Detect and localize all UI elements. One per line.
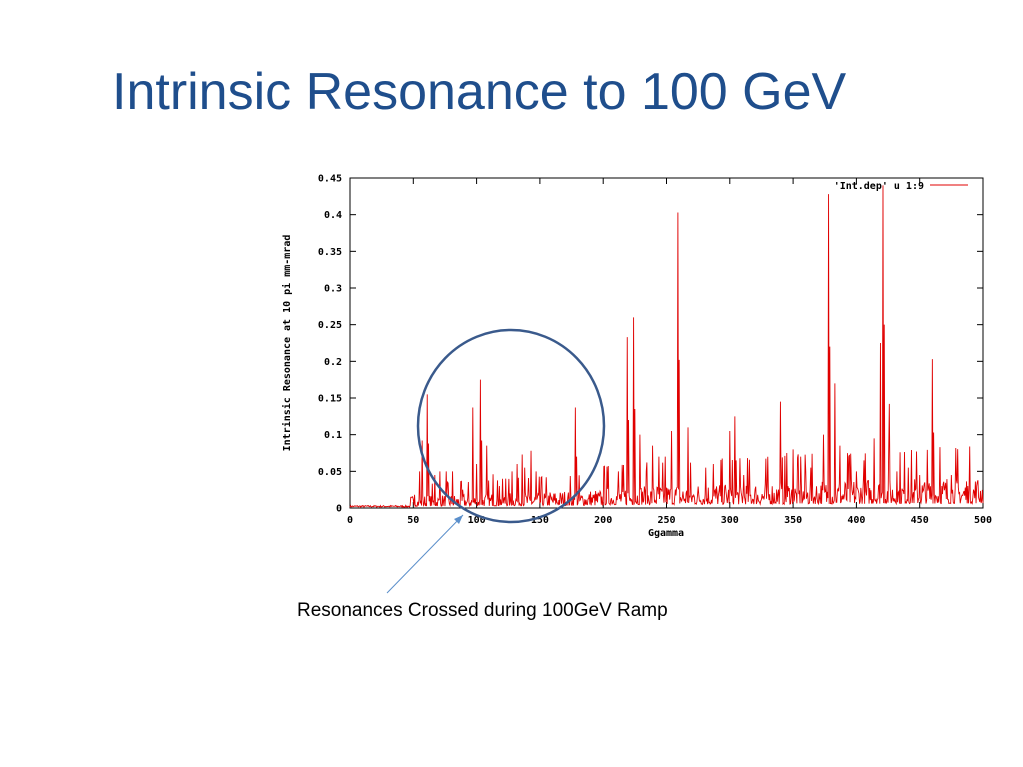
arrow-head — [454, 515, 463, 524]
y-tick-label: 0.15 — [318, 394, 342, 405]
y-axis-title: Intrinsic Resonance at 10 pi mm-mrad — [281, 235, 293, 452]
y-axis-ticks: 0 0.05 0.1 0.15 0.2 0.25 0.3 0.35 0.4 0.45 — [318, 174, 983, 515]
y-tick-label: 0.4 — [324, 210, 342, 221]
y-tick-label: 0.35 — [318, 247, 342, 258]
x-axis-title: Ggamma — [648, 528, 684, 539]
y-tick-label: 0.2 — [324, 357, 342, 368]
y-tick-label: 0.25 — [318, 320, 342, 331]
annotation-caption: Resonances Crossed during 100GeV Ramp — [297, 600, 668, 621]
x-tick-label: 300 — [721, 515, 739, 526]
legend: 'Int.dep' u 1:9 — [834, 181, 968, 192]
x-tick-label: 350 — [784, 515, 802, 526]
resonance-chart: 0 0.05 0.1 0.15 0.2 0.25 0.3 0.35 0.4 0.45 0 50 100… — [281, 174, 992, 540]
x-tick-label: 150 — [531, 515, 549, 526]
x-tick-label: 100 — [468, 515, 486, 526]
x-tick-label: 50 — [407, 515, 419, 526]
y-tick-label: 0.05 — [318, 467, 342, 478]
slide-title: Intrinsic Resonance to 100 GeV — [112, 63, 847, 121]
x-tick-label: 0 — [347, 515, 353, 526]
highlight-circle — [416, 328, 606, 524]
legend-label: 'Int.dep' u 1:9 — [834, 181, 924, 192]
x-tick-label: 450 — [911, 515, 929, 526]
y-tick-label: 0.1 — [324, 430, 342, 441]
y-tick-label: 0 — [336, 504, 342, 515]
pointer-arrow — [386, 514, 464, 594]
y-tick-label: 0.45 — [318, 174, 342, 185]
x-tick-label: 500 — [974, 515, 992, 526]
x-tick-label: 200 — [594, 515, 612, 526]
x-tick-label: 400 — [847, 515, 865, 526]
y-tick-label: 0.3 — [324, 284, 342, 295]
x-tick-label: 250 — [657, 515, 675, 526]
